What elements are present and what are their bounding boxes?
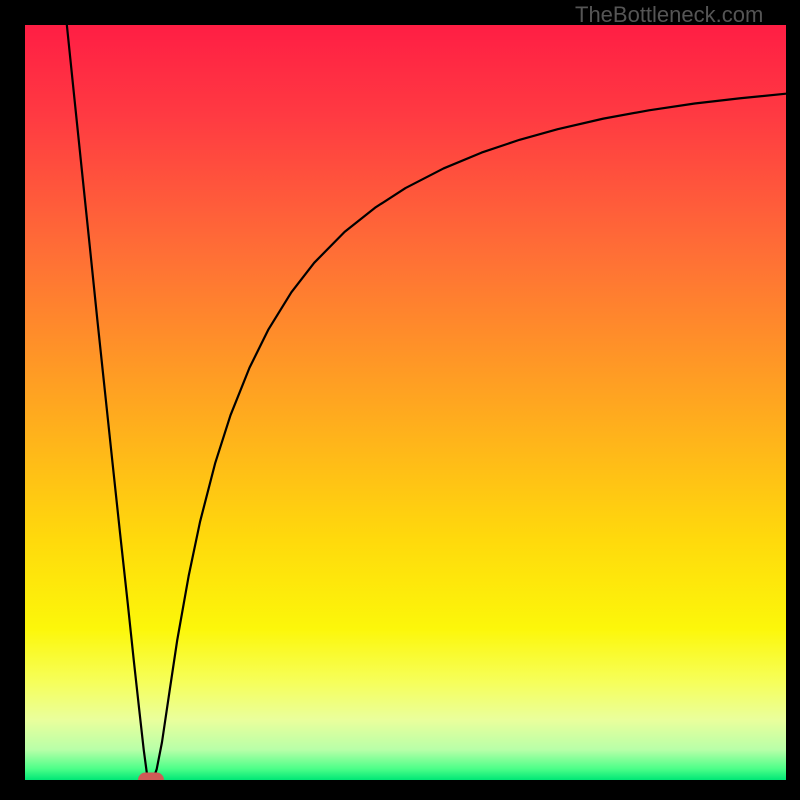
plot-area <box>25 25 786 780</box>
bottleneck-curve <box>25 25 786 780</box>
optimal-point-marker <box>138 773 164 781</box>
watermark-text: TheBottleneck.com <box>575 2 763 28</box>
curve-path <box>67 25 786 780</box>
